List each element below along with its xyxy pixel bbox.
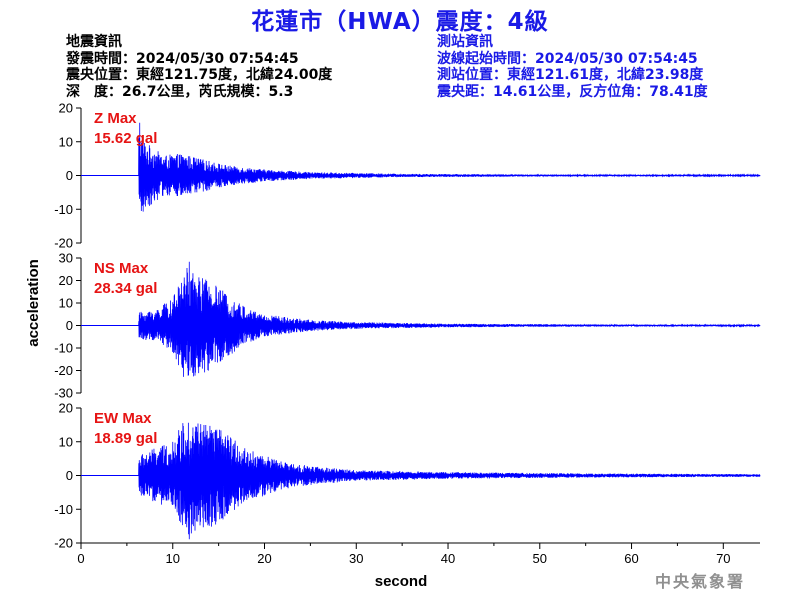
y-tick-label: -10 (54, 502, 73, 517)
waveform-z (81, 122, 761, 212)
x-tick-label: 20 (257, 551, 271, 566)
max-label-value: 28.34 gal (94, 280, 157, 297)
panel-ns: -30 -20 -10 0 10 20 30 NS Max 28.34 gal (54, 251, 761, 401)
x-tick-label: 0 (77, 551, 84, 566)
x-tick-label: 60 (624, 551, 638, 566)
y-tick-label: -10 (54, 341, 73, 356)
y-tick-label: -30 (54, 386, 73, 401)
max-label-value: 15.62 gal (94, 130, 157, 147)
station-info-heading: 測站資訊 (437, 34, 493, 50)
y-tick-label: 10 (59, 296, 73, 311)
max-label-name: NS Max (94, 260, 149, 277)
panels-layer: -20 -10 0 10 20 Z Max 15.62 gal -30 -20 -10 0 10 20 3… (54, 101, 761, 566)
max-label-value: 18.89 gal (94, 430, 157, 447)
depth-magnitude: 深 度：26.7公里，芮氏規模：5.3 (66, 83, 294, 100)
y-tick-label: 0 (66, 318, 73, 333)
y-tick-label: 10 (59, 434, 73, 449)
x-tick-label: 70 (716, 551, 730, 566)
distance-azimuth: 震央距：14.61公里，反方位角：78.41度 (437, 83, 708, 100)
x-tick-label: 30 (349, 551, 363, 566)
x-axis-title: second (375, 573, 428, 590)
y-tick-label: -10 (54, 202, 73, 217)
earthquake-info: 地震資訊 發震時間：2024/05/30 07:54:45 震央位置：東經121… (66, 34, 332, 100)
x-tick-label: 10 (166, 551, 180, 566)
y-tick-label: 20 (59, 401, 73, 416)
panel-ew: -20 -10 0 10 20 EW Max 18.89 gal (54, 401, 761, 551)
y-tick-label: 20 (59, 273, 73, 288)
waveform-ew (81, 422, 761, 540)
epicenter-location: 震央位置：東經121.75度，北緯24.00度 (66, 67, 333, 83)
panel-z: -20 -10 0 10 20 Z Max 15.62 gal (54, 101, 761, 251)
station-info: 測站資訊 波線起始時間：2024/05/30 07:54:45 測站位置：東經1… (437, 34, 708, 100)
chart-title: 花蓮市（HWA）震度：4級 (251, 9, 549, 35)
y-tick-label: -20 (54, 363, 73, 378)
y-tick-label: 0 (66, 168, 73, 183)
y-tick-label: -20 (54, 236, 73, 251)
station-location: 測站位置：東經121.61度，北緯23.98度 (437, 67, 704, 83)
earthquake-info-heading: 地震資訊 (66, 34, 122, 50)
y-tick-label: -20 (54, 536, 73, 551)
waveform-ns (81, 261, 761, 377)
max-label-name: EW Max (94, 410, 152, 427)
x-tick-label: 40 (441, 551, 455, 566)
x-tick-label: 50 (533, 551, 547, 566)
y-tick-label: 0 (66, 468, 73, 483)
origin-time: 發震時間：2024/05/30 07:54:45 (66, 50, 299, 67)
wave-start-time: 波線起始時間：2024/05/30 07:54:45 (437, 50, 698, 67)
y-tick-label: 20 (59, 101, 73, 116)
max-label-name: Z Max (94, 110, 137, 127)
y-tick-label: 30 (59, 251, 73, 266)
y-tick-label: 10 (59, 134, 73, 149)
y-axis-title: acceleration (25, 259, 42, 347)
agency-credit: 中央氣象署 (654, 572, 745, 591)
